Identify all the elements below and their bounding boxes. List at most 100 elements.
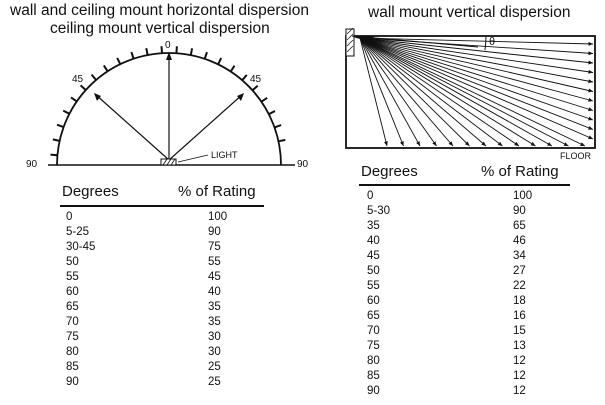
arc-ticks	[50, 46, 286, 157]
right-deg-cell: 45	[367, 250, 380, 262]
right-pct-cell: 12	[513, 355, 526, 367]
arc-tick	[268, 110, 276, 116]
right-degrees-header: Degrees	[361, 163, 418, 180]
right-deg-cell: 40	[367, 235, 380, 247]
ray-arrowhead	[588, 126, 593, 130]
right-deg-cell: 55	[367, 280, 380, 292]
ray-arrowhead	[416, 141, 420, 146]
dispersion-ray	[359, 37, 470, 147]
left-deg-cell: 80	[66, 346, 79, 358]
dispersion-ray	[359, 37, 404, 147]
arrowhead-45-right	[237, 93, 244, 101]
floor-label: FLOOR	[560, 151, 592, 161]
ray-arrowhead	[384, 141, 388, 146]
arc-tick	[260, 96, 268, 103]
left-deg-cell: 60	[66, 286, 79, 298]
angle-label-90-left: 90	[26, 159, 38, 170]
right-rating-header: % of Rating	[481, 163, 559, 180]
theta-label: θ	[489, 36, 496, 48]
room-outline	[345, 35, 596, 149]
ray-arrowhead	[588, 79, 593, 84]
arc-tick	[145, 48, 149, 56]
angle-label-90-right: 90	[297, 159, 309, 170]
right-pct-cell: 27	[513, 265, 526, 277]
arc-tick	[52, 138, 60, 142]
left-title-line1: wall and ceiling mount horizontal disper…	[10, 2, 309, 19]
angle-label-0: 0	[165, 40, 171, 51]
dispersion-ray	[359, 37, 594, 73]
dispersion-ray	[359, 37, 553, 147]
left-deg-cell: 30-45	[66, 241, 96, 253]
left-pct-cell: 25	[208, 376, 221, 388]
left-deg-cell: 0	[66, 211, 73, 223]
right-deg-cell: 5-30	[367, 205, 391, 217]
dispersion-ray	[359, 37, 594, 111]
right-deg-cell: 80	[367, 355, 380, 367]
ray-arrowhead	[588, 116, 593, 121]
dispersion-ray	[359, 37, 586, 147]
dispersion-ray	[359, 37, 503, 147]
dispersion-ray	[359, 37, 421, 147]
left-header-rule	[60, 205, 264, 207]
right-pct-cell: 12	[513, 370, 526, 382]
left-pct-cell: 100	[208, 211, 228, 223]
dispersion-ray	[359, 37, 569, 147]
ray-arrowhead	[547, 142, 552, 146]
ray-arrowhead	[588, 88, 593, 93]
ray-arrowhead	[580, 142, 585, 146]
arc-tick	[102, 64, 109, 72]
right-deg-cell: 0	[367, 190, 374, 202]
arc-tick	[274, 124, 282, 129]
right-deg-cell: 75	[367, 340, 380, 352]
theta-arc	[484, 36, 487, 51]
right-deg-cell: 50	[367, 265, 380, 277]
dispersion-ray	[359, 37, 594, 92]
right-pct-cell: 46	[513, 235, 526, 247]
ray-arrowhead	[464, 141, 470, 146]
dispersion-ray	[359, 37, 388, 147]
left-pct-cell: 55	[208, 256, 221, 268]
left-deg-cell: 50	[66, 256, 79, 268]
ray-arrowhead	[448, 141, 453, 146]
ray-45-left	[94, 93, 170, 161]
ray-arrowhead	[497, 141, 503, 146]
dispersion-ray	[359, 37, 594, 130]
right-header-rule	[359, 184, 570, 186]
right-pct-cell: 18	[513, 295, 526, 307]
arc-tick	[251, 84, 259, 92]
ray-arrowhead	[481, 141, 486, 146]
arc-tick	[62, 109, 70, 115]
dispersion-rays	[359, 37, 594, 147]
arc-tick	[175, 46, 178, 54]
theta-ray	[351, 35, 479, 48]
arc-tick	[189, 48, 194, 56]
ray-arrowhead	[588, 97, 593, 102]
right-pct-cell: 22	[513, 280, 526, 292]
left-deg-cell: 85	[66, 361, 79, 373]
left-pct-cell: 90	[208, 226, 221, 238]
right-deg-cell: 70	[367, 325, 380, 337]
dispersion-ray	[359, 37, 536, 147]
wall-mount-fixture	[345, 28, 355, 57]
ray-arrowhead	[588, 69, 593, 74]
ray-arrowhead	[432, 141, 437, 146]
light-label: LIGHT	[211, 150, 238, 160]
right-pct-cell: 15	[513, 325, 526, 337]
left-pct-cell: 75	[208, 241, 221, 253]
arc-tick	[70, 96, 78, 103]
ray-arrowhead	[588, 51, 593, 56]
right-deg-cell: 65	[367, 310, 380, 322]
arc-tick	[116, 57, 122, 65]
right-deg-cell: 90	[367, 385, 380, 397]
left-deg-cell: 75	[66, 331, 79, 343]
dispersion-ray	[359, 37, 594, 83]
ray-arrowhead	[400, 141, 404, 146]
right-pct-cell: 65	[513, 220, 526, 232]
dispersion-ray	[359, 37, 594, 102]
left-pct-cell: 25	[208, 361, 221, 373]
right-pct-cell: 16	[513, 310, 526, 322]
arc-tick	[90, 73, 97, 81]
dispersion-ray	[359, 37, 594, 121]
dispersion-ray	[359, 37, 594, 64]
